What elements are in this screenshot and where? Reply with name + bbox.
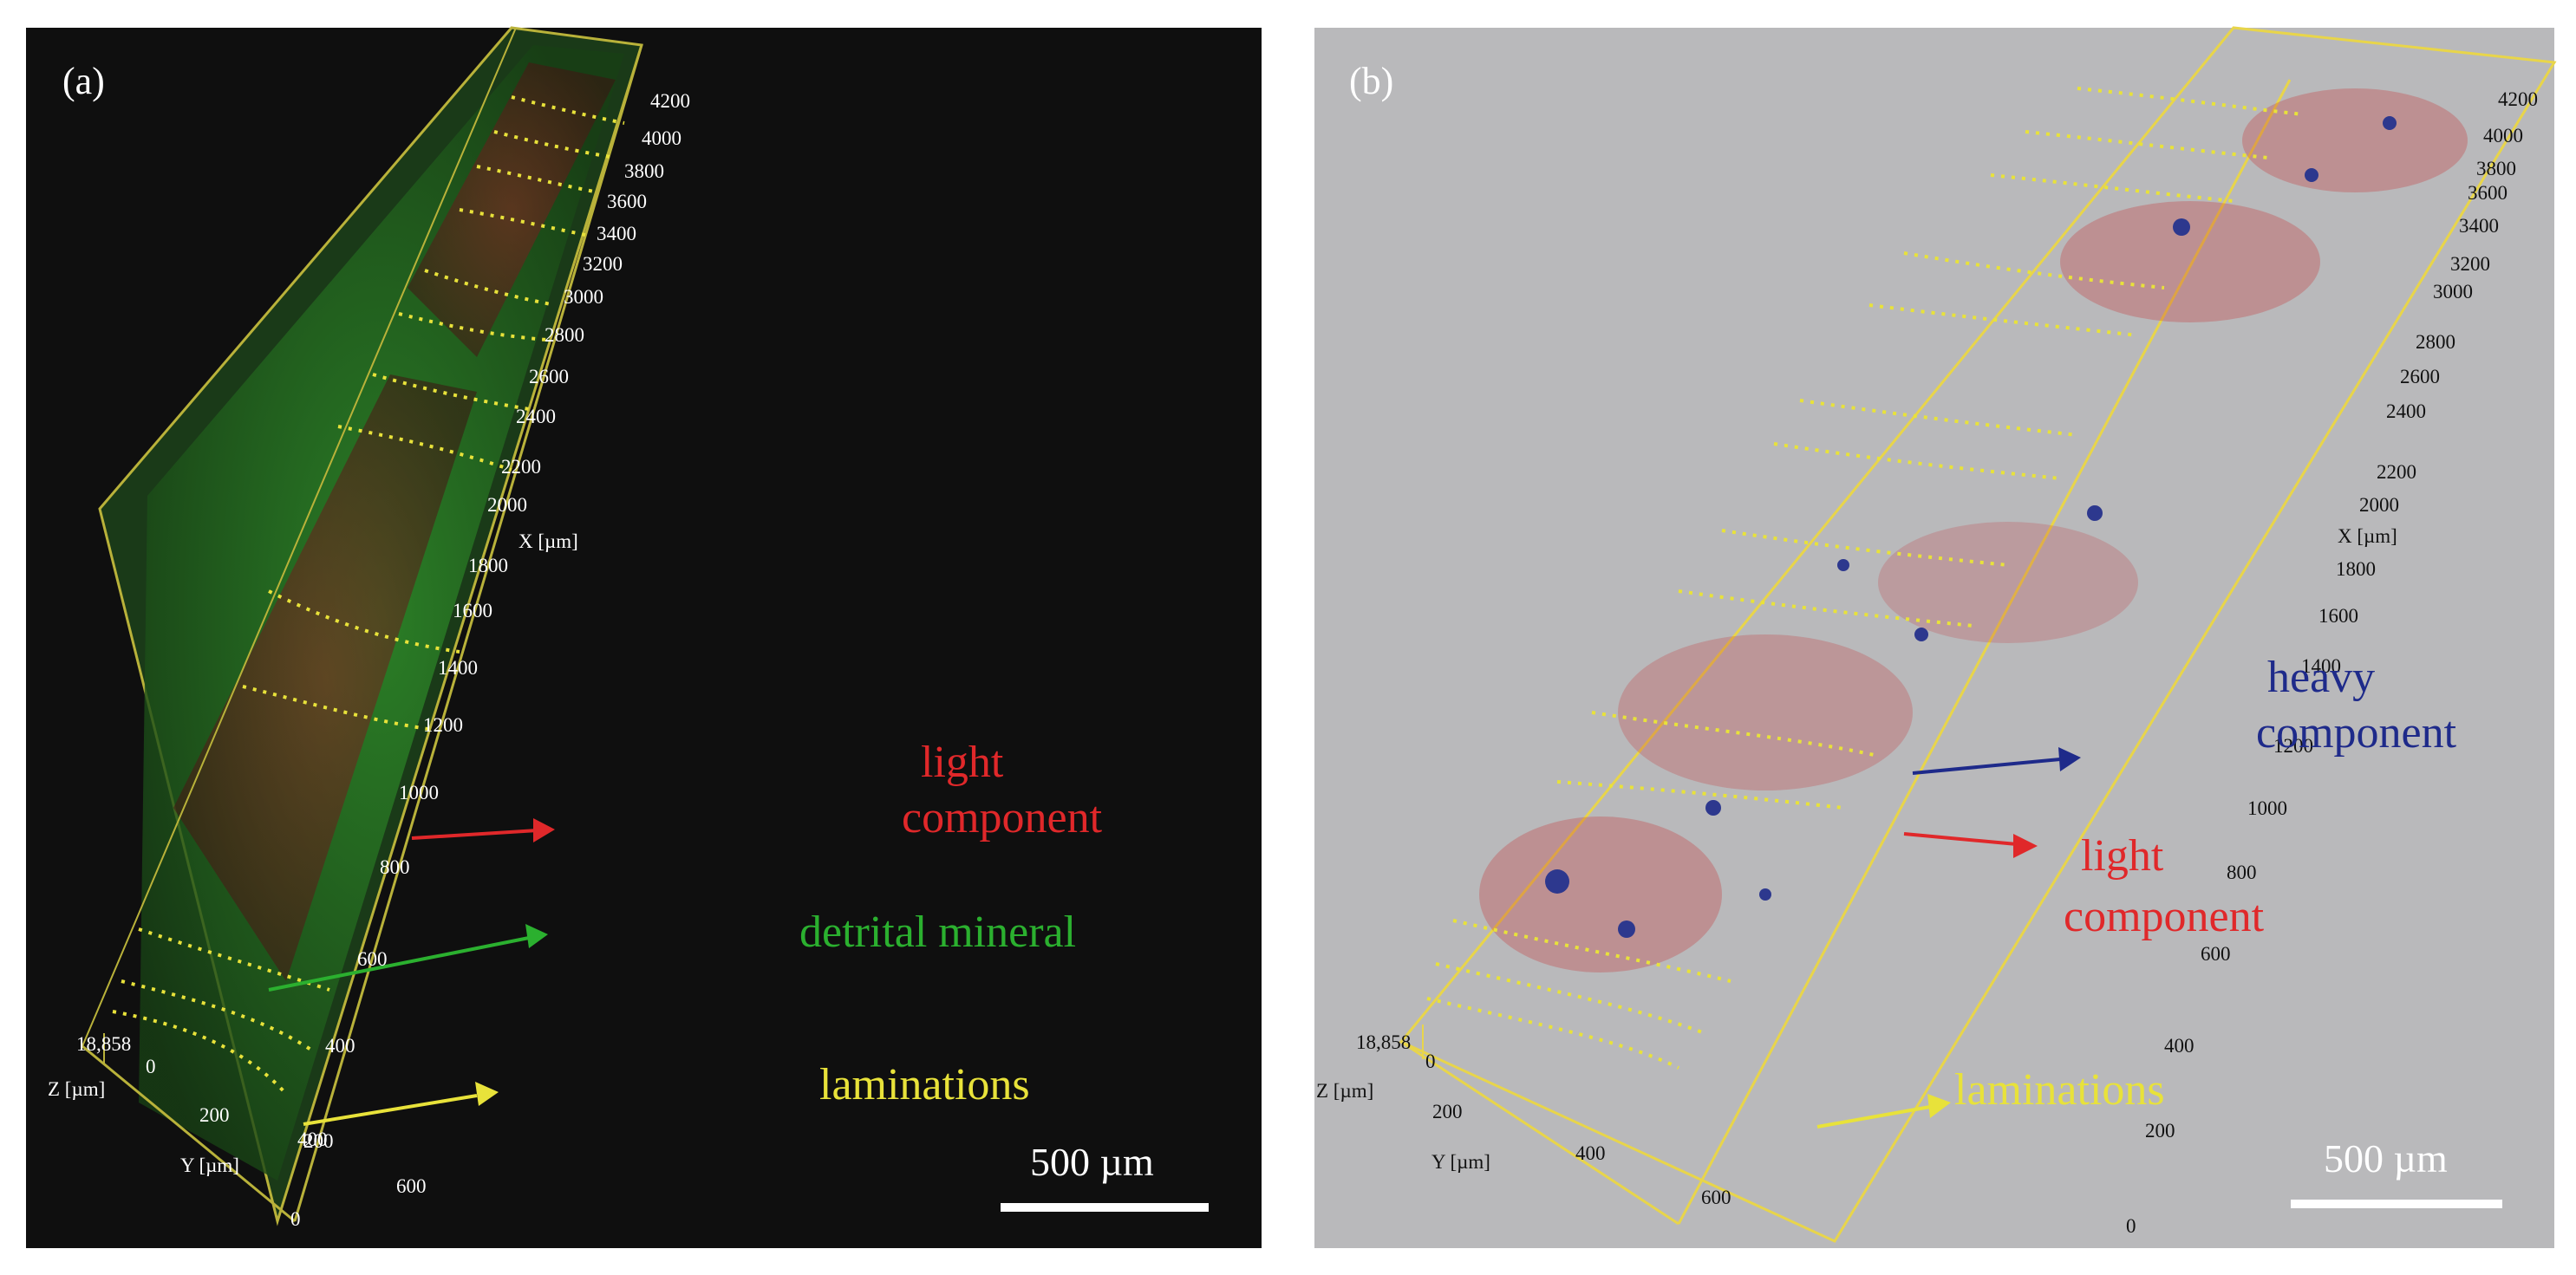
heavy-component-label-2: component xyxy=(2256,708,2457,758)
panel-b: 4200 4000 3800 3600 3400 3200 3000 2800 … xyxy=(1314,26,2557,1248)
detrital-arrow-a xyxy=(268,936,530,992)
x-tick: 200 xyxy=(2145,1120,2175,1142)
x-tick: 2800 xyxy=(545,324,584,346)
x-tick: 2000 xyxy=(2359,494,2399,516)
x-tick: 2600 xyxy=(529,366,569,387)
scale-bar-a xyxy=(1001,1203,1209,1212)
x-tick: 2400 xyxy=(2386,400,2426,422)
x-tick: 0 xyxy=(2126,1215,2136,1237)
x-tick: 4200 xyxy=(650,90,690,112)
x-tick: 3200 xyxy=(583,253,623,275)
x-tick: 1200 xyxy=(423,714,463,736)
panel-b-laminations-lines xyxy=(1426,87,2304,1070)
scale-bar-label-a: 500 µm xyxy=(1030,1140,1154,1184)
panel-a-red-fill xyxy=(173,374,477,981)
x-axis-label: X [µm] xyxy=(2338,525,2397,547)
x-tick: 600 xyxy=(357,948,388,970)
x-tick: 600 xyxy=(2201,943,2231,965)
x-tick: 2000 xyxy=(487,494,527,516)
x-tick: 3400 xyxy=(2459,215,2499,237)
panel-b-volume-box xyxy=(1399,26,2557,1243)
x-tick: 2200 xyxy=(2377,461,2416,483)
x-tick: 1600 xyxy=(2318,605,2358,627)
x-tick: 400 xyxy=(325,1035,355,1057)
x-tick: 4200 xyxy=(2498,88,2538,110)
panel-b-volume: 4200 4000 3800 3600 3400 3200 3000 2800 … xyxy=(1316,26,2557,1243)
z-top-tick: 18,858 xyxy=(76,1033,131,1055)
z-axis-label: Z [µm] xyxy=(1316,1080,1373,1102)
scale-bar-b xyxy=(2291,1200,2502,1208)
x-tick: 1800 xyxy=(2336,558,2376,580)
x-tick: 4000 xyxy=(2483,125,2523,146)
x-tick: 1400 xyxy=(438,657,478,679)
x-tick: 1600 xyxy=(453,600,492,621)
z-zero-tick: 0 xyxy=(1425,1051,1436,1072)
x-tick: 1000 xyxy=(399,782,439,803)
light-arrow-a xyxy=(411,829,538,840)
x-tick: 1200 xyxy=(2273,735,2313,757)
x-tick: 3600 xyxy=(2468,182,2508,204)
x-tick: 2200 xyxy=(501,456,541,478)
z-axis-label: Z [µm] xyxy=(48,1078,105,1100)
laminations-arrow-b xyxy=(1816,1105,1931,1129)
x-tick: 800 xyxy=(2227,862,2257,883)
y-axis-label: Y [µm] xyxy=(1431,1151,1490,1173)
x-tick: 3800 xyxy=(624,160,664,182)
z-top-tick: 18,858 xyxy=(1356,1031,1411,1053)
x-tick: 200 xyxy=(303,1130,334,1152)
x-tick: 3000 xyxy=(564,286,603,308)
laminations-label-a: laminations xyxy=(819,1060,1030,1109)
panel-a-bottom-edge xyxy=(82,1044,296,1223)
light-arrow-b xyxy=(1903,832,2018,846)
laminations-arrow-a xyxy=(303,1094,478,1126)
x-tick: 2600 xyxy=(2400,366,2440,387)
x-tick: 400 xyxy=(2164,1035,2194,1057)
x-tick: 3800 xyxy=(2476,158,2516,179)
panel-label-b: (b) xyxy=(1349,60,1393,102)
particles-b xyxy=(1479,88,2468,973)
x-tick: 3000 xyxy=(2433,281,2473,302)
x-tick: 3200 xyxy=(2450,253,2490,275)
y-tick: 200 xyxy=(1432,1101,1463,1122)
x-tick: 4000 xyxy=(642,127,681,149)
x-tick: 1400 xyxy=(2301,655,2341,677)
heavy-arrow-b xyxy=(1912,758,2061,775)
x-tick: 2400 xyxy=(516,406,556,427)
x-tick: 2800 xyxy=(2416,331,2455,353)
x-axis-label: X [µm] xyxy=(518,530,578,552)
panel-a-volume: 4200 4000 3800 3600 3400 3200 3000 2800 … xyxy=(48,26,1209,1230)
panel-a-red-fill-top xyxy=(408,62,616,357)
light-component-label-a-2: component xyxy=(902,793,1103,842)
light-component-label-b: light xyxy=(2081,831,2164,881)
y-tick: 600 xyxy=(396,1175,427,1197)
panel-b-bottom-edge xyxy=(1400,1040,1679,1226)
light-component-label-b-2: component xyxy=(2064,892,2265,941)
x-tick: 3400 xyxy=(597,223,636,244)
x-tick: 1800 xyxy=(468,555,508,576)
x-tick: 800 xyxy=(380,856,410,878)
panel-label-a: (a) xyxy=(62,60,105,102)
laminations-label-b: laminations xyxy=(1954,1065,2165,1115)
panel-a-back-edge xyxy=(82,27,517,1047)
heavy-component-label: heavy xyxy=(2267,653,2375,702)
light-component-label-a: light xyxy=(921,738,1004,787)
z-zero-tick: 0 xyxy=(146,1056,156,1077)
x-tick: 0 xyxy=(290,1208,301,1230)
y-tick: 200 xyxy=(199,1104,230,1126)
detrital-mineral-label: detrital mineral xyxy=(799,907,1076,957)
y-tick: 400 xyxy=(1575,1142,1606,1164)
scale-bar-label-b: 500 µm xyxy=(2324,1136,2448,1181)
y-tick: 600 xyxy=(1701,1187,1731,1208)
panel-a: 4200 4000 3800 3600 3400 3200 3000 2800 … xyxy=(26,26,1262,1248)
x-tick: 3600 xyxy=(607,191,647,212)
panel-b-front-edge xyxy=(1677,79,2292,1225)
panel-a-front-edge xyxy=(293,44,643,1222)
y-tick: 400 xyxy=(297,1129,328,1150)
x-tick: 1000 xyxy=(2247,797,2287,819)
y-axis-label: Y [µm] xyxy=(180,1155,239,1176)
